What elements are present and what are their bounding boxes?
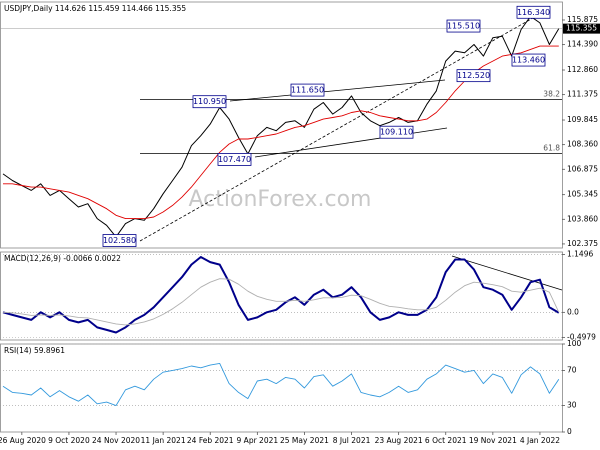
annotation-box	[446, 19, 481, 33]
x-tick-label: 9 Apr 2021	[237, 436, 279, 445]
watermark: ActionForex.com	[189, 187, 372, 212]
series-line	[2, 362, 560, 407]
annotation-label: 112.520	[457, 71, 490, 80]
y-tick-label: 106.875	[567, 164, 598, 173]
y-tick-label: 70	[567, 365, 577, 374]
channel-bottom	[254, 127, 448, 158]
annotation-box	[456, 69, 491, 83]
x-tick-label: 9 Oct 2020	[48, 436, 90, 445]
annotation-label: 107.470	[218, 155, 251, 164]
y-tick-label: 112.860	[567, 65, 598, 74]
x-tick-label: 25 May 2021	[280, 436, 329, 445]
x-tick-label: 23 Aug 2021	[375, 436, 423, 445]
y-tick-label: 103.860	[567, 214, 598, 223]
series-line	[2, 278, 560, 326]
annotation-label: 111.650	[291, 86, 324, 95]
x-tick-label: 24 Nov 2020	[92, 436, 140, 445]
panel-frame	[0, 1, 563, 249]
series-line	[2, 15, 560, 238]
x-tick-label: 8 Jul 2021	[333, 436, 371, 445]
panel-title: MACD(12,26,9) -0.0066 0.0022	[4, 254, 121, 263]
annotation-box	[192, 95, 227, 109]
x-tick-label: 19 Nov 2021	[469, 436, 517, 445]
panel-frame	[0, 251, 563, 341]
annotation-label: 102.580	[103, 236, 136, 245]
x-tick-label: 6 Oct 2021	[425, 436, 467, 445]
annotation-label: 115.510	[447, 22, 480, 31]
annotation-label: 109.110	[380, 128, 413, 137]
y-tick-label: 0	[567, 427, 572, 436]
series-line	[2, 256, 560, 334]
fib-label: 38.2	[543, 89, 560, 98]
annotation-label: 113.460	[512, 56, 545, 65]
annotation-box	[102, 234, 137, 247]
channel-top	[229, 79, 446, 102]
trend-dashed	[139, 13, 541, 242]
panel-title: USDJPY,Daily 114.626 115.459 114.466 115…	[4, 4, 186, 13]
y-tick-label: -0.4979	[567, 332, 596, 341]
y-tick-label: 30	[567, 401, 577, 410]
y-tick-label: 115.875	[567, 15, 598, 24]
y-tick-label: 108.360	[567, 140, 598, 149]
annotation-box	[379, 125, 414, 139]
y-tick-label: 102.375	[567, 239, 598, 248]
y-tick-label: 111.375	[567, 90, 598, 99]
x-tick-label: 4 Jan 2022	[520, 436, 560, 445]
y-tick-label: 0.0	[567, 307, 579, 316]
last-price-box	[563, 23, 600, 34]
y-tick-label: 109.845	[567, 115, 598, 124]
x-tick-label: 11 Jan 2021	[141, 436, 186, 445]
y-tick-label: 114.390	[567, 40, 598, 49]
annotation-box	[511, 53, 546, 67]
y-tick-label: 100	[567, 339, 582, 348]
x-tick-label: 24 Feb 2021	[187, 436, 234, 445]
trend-lines	[139, 13, 563, 291]
y-tick-label: 105.345	[567, 190, 598, 199]
fib-label: 61.8	[543, 143, 560, 152]
x-tick-label: 26 Aug 2020	[0, 436, 46, 445]
annotation-box	[516, 5, 551, 19]
last-price-label: 115.355	[566, 24, 597, 33]
panel-frame	[0, 343, 563, 433]
annotation-box	[290, 83, 325, 97]
panel-title: RSI(14) 59.8961	[4, 346, 65, 355]
annotation-box	[217, 153, 252, 166]
y-tick-label: 1.1496	[567, 250, 593, 259]
annotation-label: 116.340	[517, 8, 550, 17]
macd-trend	[451, 255, 563, 291]
annotation-label: 110.950	[193, 97, 226, 106]
